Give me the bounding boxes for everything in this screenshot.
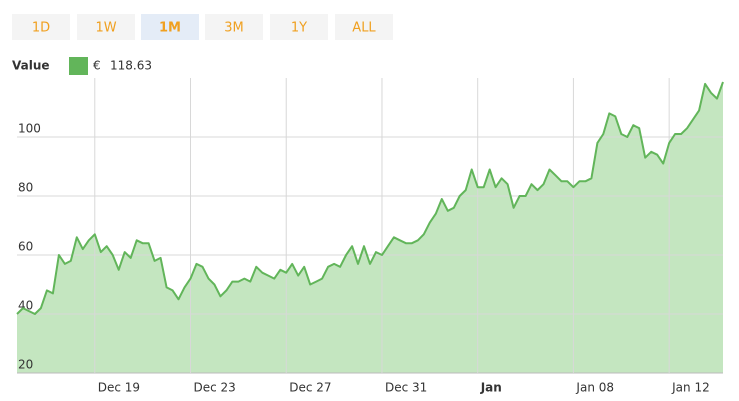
range-button-label[interactable]: 3M (224, 21, 244, 36)
range-button[interactable] (335, 14, 393, 40)
legend-value: 118.63 (110, 59, 152, 73)
x-tick-label: Jan 08 (575, 381, 614, 395)
range-button[interactable] (141, 14, 199, 40)
x-tick-label: Jan 12 (671, 381, 710, 395)
line (16, 81, 724, 315)
range-button-label[interactable]: 1D (32, 21, 50, 36)
area-fill (17, 82, 723, 373)
range-button[interactable] (205, 14, 263, 40)
x-tick-label: Jan (480, 381, 502, 395)
legend-label: Value (12, 59, 50, 73)
x-tick-label: Dec 19 (98, 381, 140, 395)
y-tick-label: 80 (18, 181, 33, 195)
range-button[interactable] (77, 14, 135, 40)
legend-swatch (69, 57, 88, 75)
range-button-label[interactable]: 1M (159, 21, 181, 36)
range-button[interactable] (12, 14, 70, 40)
x-tick-label: Dec 23 (194, 381, 236, 395)
range-button[interactable] (270, 14, 328, 40)
y-tick-label: 20 (18, 358, 33, 372)
x-tick-label: Dec 31 (385, 381, 427, 395)
y-tick-label: 60 (18, 240, 33, 254)
x-tick-label: Dec 27 (289, 381, 331, 395)
legend-currency: € (93, 59, 101, 73)
range-button-label[interactable]: ALL (352, 21, 376, 36)
range-button-label[interactable]: 1Y (291, 21, 307, 36)
y-tick-label: 100 (18, 122, 41, 136)
range-button-label[interactable]: 1W (95, 21, 116, 36)
